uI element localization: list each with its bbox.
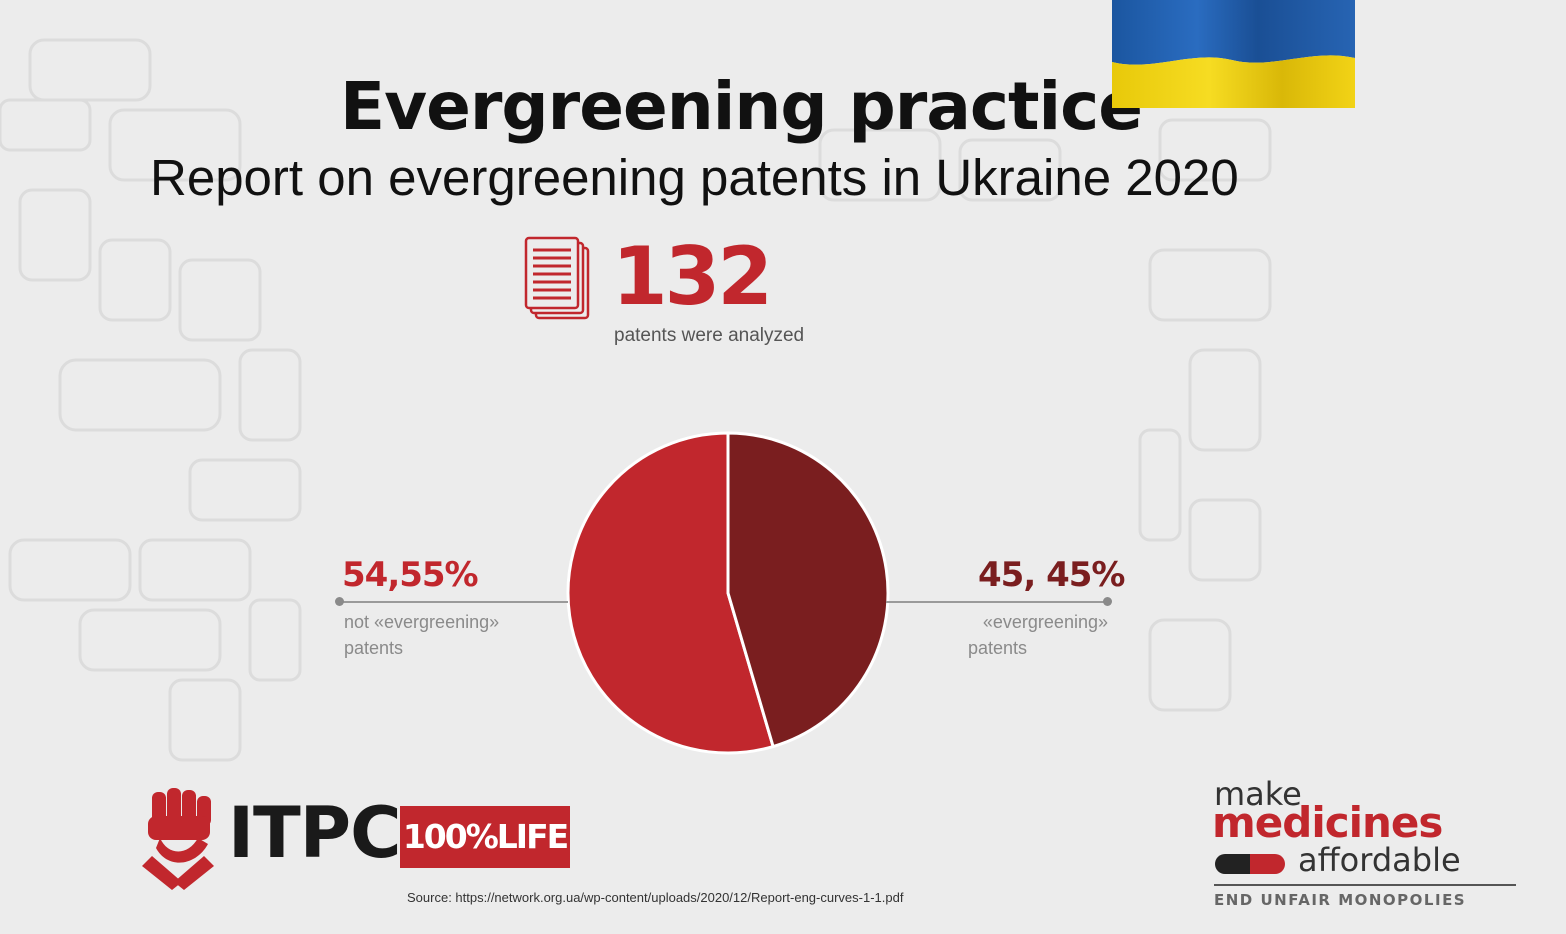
pie-slice-0 — [566, 431, 775, 755]
itpc-logo-text: ITPC — [228, 792, 401, 874]
100-life-logo: 100%LIFE — [400, 806, 570, 868]
slice-label-not-evergreening: not «evergreening» patents — [344, 609, 564, 661]
leader-line-left — [340, 601, 568, 603]
slice-label-not-evergreening-line2: patents — [344, 638, 404, 658]
patent-count: 132 — [612, 230, 773, 323]
patent-count-caption: patents were analyzed — [614, 325, 805, 346]
pie-chart — [566, 431, 890, 755]
raised-fist-ribbon-icon — [142, 788, 214, 890]
mm-logo-divider — [1214, 884, 1516, 886]
pie-slice-1 — [726, 431, 890, 749]
mm-logo-affordable: affordable — [1298, 841, 1461, 879]
mm-logo-tagline: END UNFAIR MONOPOLIES — [1214, 891, 1467, 909]
mm-logo-medicines: medicines — [1212, 798, 1443, 847]
source-citation: Source: https://network.org.ua/wp-conten… — [407, 890, 904, 905]
slice-label-evergreening: «evergreening» patents — [968, 609, 1108, 661]
mm-logo-make: make — [1214, 775, 1302, 813]
page-title: Evergreening practice — [340, 68, 1143, 145]
slice-label-evergreening-line1: «evergreening» — [982, 612, 1108, 632]
document-stack-icon — [524, 236, 590, 320]
slice-label-not-evergreening-line1: not «evergreening» — [344, 612, 500, 632]
slice-label-evergreening-percent: 45, 45% — [978, 555, 1125, 595]
leader-line-right — [886, 601, 1108, 603]
leader-dot-left — [335, 597, 344, 606]
page-subtitle: Report on evergreening patents in Ukrain… — [150, 149, 1239, 206]
slice-label-not-evergreening-percent: 54,55% — [342, 555, 479, 595]
leader-dot-right — [1103, 597, 1112, 606]
ukraine-flag-image — [1112, 0, 1355, 108]
slice-label-evergreening-line2: patents — [968, 638, 1028, 658]
pill-icon — [1215, 854, 1285, 874]
